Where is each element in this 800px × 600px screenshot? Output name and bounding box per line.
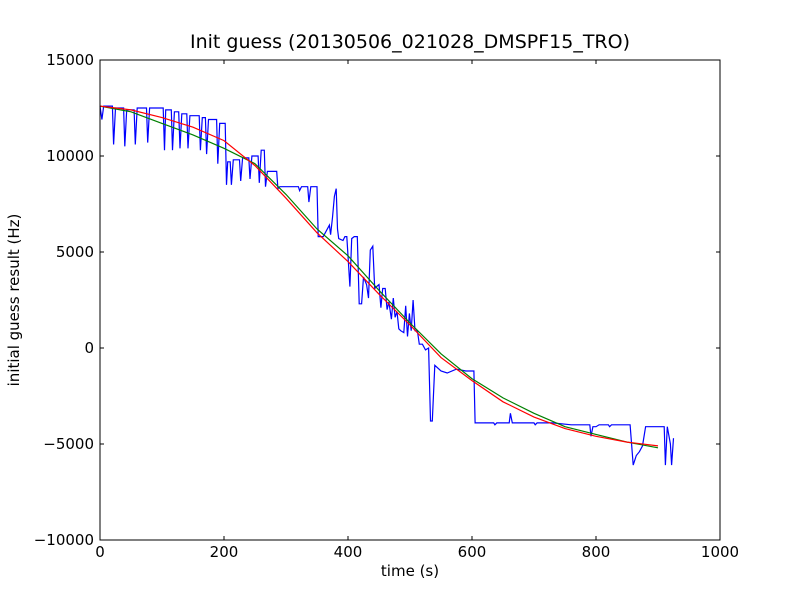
y-tick-label: 15000 — [46, 51, 94, 69]
x-axis-ticks: 0 200 400 600 800 1000 — [95, 60, 739, 561]
x-tick-label: 0 — [95, 543, 105, 561]
y-axis-ticks: −10000 −5000 0 5000 10000 15000 — [34, 51, 720, 549]
x-tick-label: 200 — [210, 543, 239, 561]
x-tick-label: 800 — [582, 543, 611, 561]
x-axis-label: time (s) — [381, 562, 439, 580]
plot-lines — [99, 105, 675, 466]
y-tick-label: 0 — [84, 339, 94, 357]
series-line-1 — [99, 105, 675, 466]
x-tick-label: 400 — [334, 543, 363, 561]
series-line-3 — [99, 105, 659, 447]
y-axis-label: initial guess result (Hz) — [5, 214, 23, 387]
plot-frame — [99, 59, 721, 541]
y-tick-label: 10000 — [46, 147, 94, 165]
y-tick-label: −10000 — [34, 531, 94, 549]
y-tick-label: 5000 — [56, 243, 94, 261]
series-line-2 — [99, 105, 659, 449]
x-tick-label: 1000 — [701, 543, 739, 561]
x-tick-label: 600 — [458, 543, 487, 561]
y-tick-label: −5000 — [43, 435, 94, 453]
chart-title: Init guess (20130506_021028_DMSPF15_TRO) — [190, 31, 630, 53]
